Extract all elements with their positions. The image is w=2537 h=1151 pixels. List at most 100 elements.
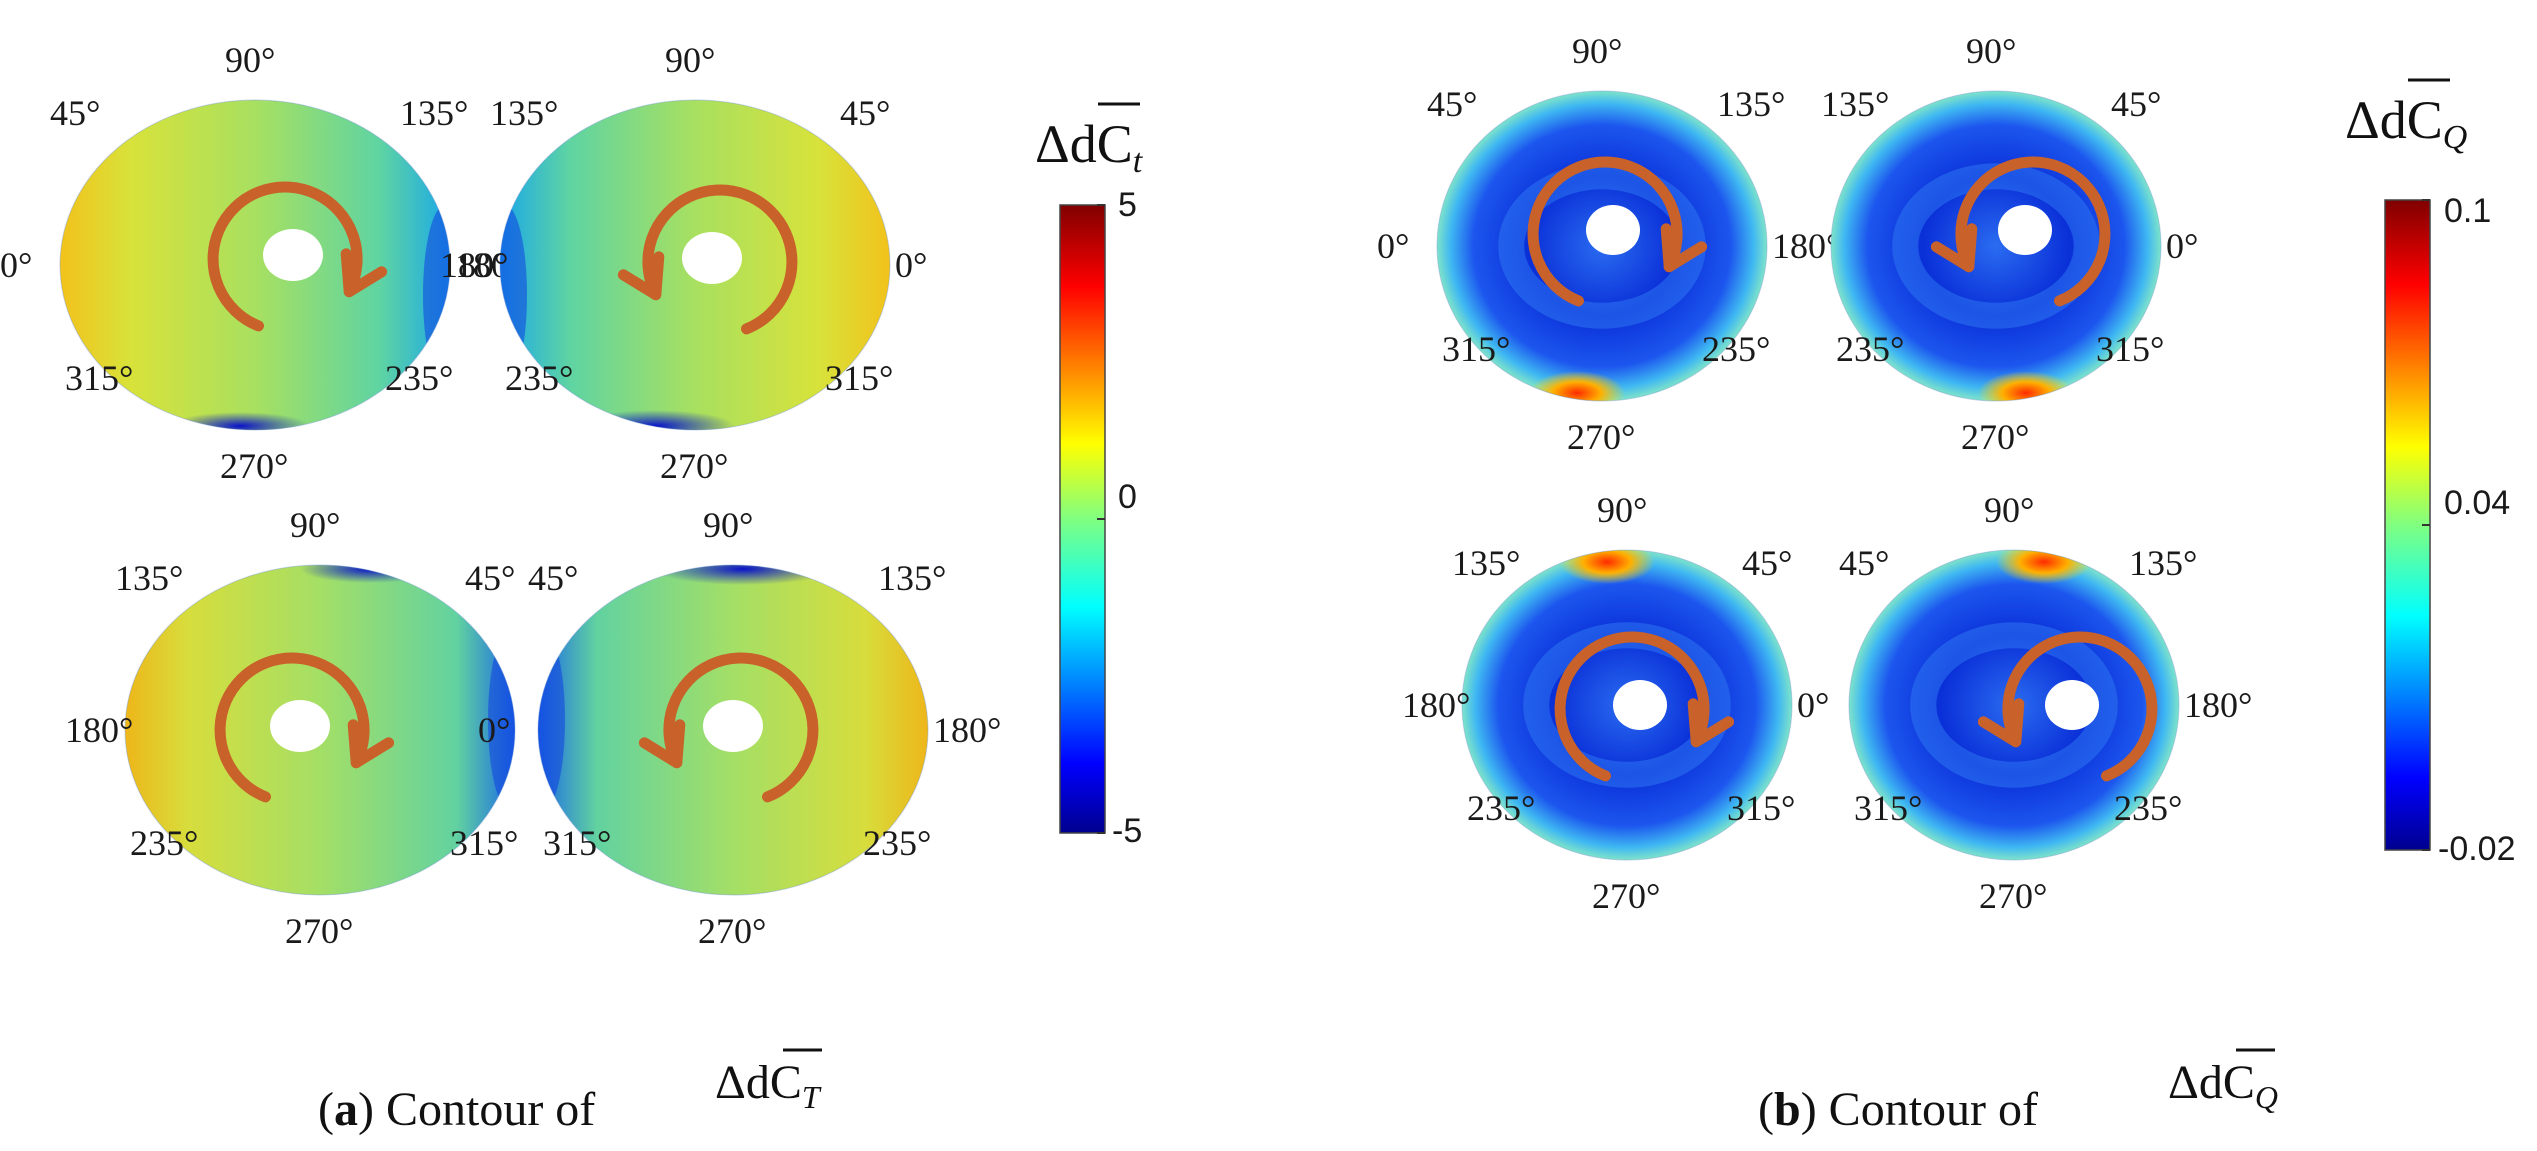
angle-label: 315° (1854, 788, 1922, 828)
rotation-arrow (207, 181, 363, 332)
a-rotor-3: 90° 135° 45° 180° 235° 315° 270° (65, 505, 518, 951)
angle-label: 270° (285, 911, 353, 951)
angle-label: 0° (478, 710, 510, 750)
rotor-disc (60, 100, 450, 430)
angle-label: 180° (1402, 685, 1470, 725)
svg-text:(a) Contour of: (a) Contour of (318, 1083, 595, 1136)
colorbar-b-tick-min: -0.02 (2438, 830, 2516, 868)
colorbar-a-tick-max: 5 (1118, 186, 1137, 224)
angle-label: 90° (1572, 31, 1622, 71)
angle-label: 235° (1467, 788, 1535, 828)
colorbar-b-tick-max: 0.1 (2444, 192, 2491, 230)
angle-label: 135° (400, 93, 468, 133)
angle-label: 270° (1567, 417, 1635, 457)
angle-label: 135° (490, 93, 558, 133)
rotor-hub (1998, 205, 2052, 255)
angle-label: 315° (2096, 329, 2164, 369)
angle-label: 135° (878, 558, 946, 598)
caption-b: (b) Contour of ΔdCQ (1758, 1048, 2278, 1136)
low-region (653, 565, 833, 585)
rotation-arrow (1955, 156, 2111, 307)
a-rotor-2: 90° 135° 45° 180° 0° 235° 315° 270° (440, 40, 927, 486)
angle-label: 235° (1702, 329, 1770, 369)
rotation-arrow (2002, 631, 2158, 782)
high-region (1978, 371, 2074, 401)
angle-label: 270° (660, 446, 728, 486)
rotation-arrowhead (1930, 223, 1978, 273)
low-region (170, 412, 310, 430)
rotation-arrowhead (1687, 698, 1735, 748)
angle-label: 90° (1984, 490, 2034, 530)
angle-label: 235° (385, 358, 453, 398)
panel-a: 90°45° 135°0° 180°315° 235°270°90°135° 45°18… (0, 40, 1001, 951)
rotor-hub (1613, 680, 1667, 730)
angle-label: 45° (528, 558, 578, 598)
rotation-arrowhead (1660, 223, 1708, 273)
angle-label: 135° (1452, 543, 1520, 583)
angle-label: 235° (130, 823, 198, 863)
b-rotor-4: 90° 45° 135° 180° 315° 235° 270° (1839, 490, 2252, 916)
angle-label: 315° (825, 358, 893, 398)
angle-label: 135° (1717, 84, 1785, 124)
angle-label: 45° (465, 558, 515, 598)
colorbar-b: ΔdCQ 0.1 0.04 -0.02 (2345, 78, 2516, 868)
angle-label: 180° (1772, 226, 1840, 266)
rotor-hub (263, 229, 323, 281)
angle-label: 0° (2166, 226, 2198, 266)
angle-label: 45° (50, 93, 100, 133)
angle-label: 235° (863, 823, 931, 863)
rotor-hub (270, 700, 330, 752)
colorbar-b-tick-mid: 0.04 (2444, 484, 2510, 522)
b-rotor-2: 90° 135° 45° 0° 235° 315° 270° (1821, 31, 2198, 457)
low-region (575, 410, 735, 430)
b-rotor-1: 90° 45° 135° 0° 180° 315° 235° 270° (1377, 31, 1840, 457)
high-region (1529, 371, 1625, 401)
angle-label: 0° (1797, 685, 1829, 725)
angle-label: 270° (220, 446, 288, 486)
angle-label: 0° (0, 245, 32, 285)
colorbar-b-label: ΔdCQ (2345, 90, 2467, 156)
colorbar-a-tick-min: -5 (1112, 812, 1142, 850)
angle-label: 315° (450, 823, 518, 863)
edge-low-region (488, 630, 515, 810)
angle-label: 180° (2184, 685, 2252, 725)
angle-label: 180° (933, 710, 1001, 750)
angle-label: 315° (543, 823, 611, 863)
angle-label: 315° (1442, 329, 1510, 369)
angle-label: 315° (1727, 788, 1795, 828)
angle-label: 45° (1742, 543, 1792, 583)
rotation-arrowhead (340, 248, 388, 298)
angle-label: 135° (2129, 543, 2197, 583)
rotor-hub (703, 700, 763, 752)
angle-label: 180° (440, 245, 508, 285)
angle-label: 45° (1839, 543, 1889, 583)
colorbar-a-tick-mid: 0 (1118, 478, 1137, 516)
angle-label: 0° (895, 245, 927, 285)
angle-label: 45° (840, 93, 890, 133)
b-rotor-3: 90° 135° 45° 180° 0° 235° 315° 270° (1402, 490, 1829, 916)
rotation-arrowhead (347, 719, 395, 769)
angle-label: 180° (65, 710, 133, 750)
rotor-disc (1831, 91, 2161, 401)
high-region (1559, 550, 1655, 584)
angle-label: 45° (1427, 84, 1477, 124)
caption-b-math: ΔdCQ (2168, 1056, 2278, 1115)
angle-label: 90° (1597, 490, 1647, 530)
angle-label: 270° (1592, 876, 1660, 916)
angle-label: 45° (2111, 84, 2161, 124)
panel-b: 90° 45° 135° 0° 180° 315° 235° 270° 90° 135° 45° 0°… (1377, 31, 2252, 916)
angle-label: 270° (1979, 876, 2047, 916)
angle-label: 135° (1821, 84, 1889, 124)
rotation-arrow (663, 652, 819, 803)
angle-label: 90° (290, 505, 340, 545)
edge-low-region (538, 630, 565, 810)
angle-label: 90° (703, 505, 753, 545)
angle-label: 235° (505, 358, 573, 398)
rotor-hub (1586, 205, 1640, 255)
angle-label: 235° (2114, 788, 2182, 828)
rotor-hub (2045, 680, 2099, 730)
caption-a: (a) Contour of ΔdCT (318, 1048, 822, 1136)
angle-label: 135° (115, 558, 183, 598)
